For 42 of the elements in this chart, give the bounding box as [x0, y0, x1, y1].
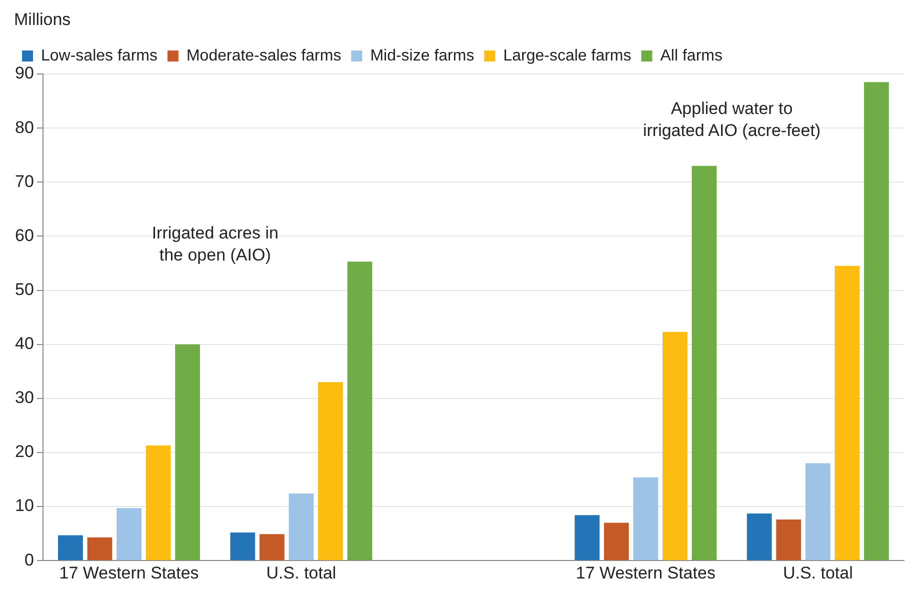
y-tick-label: 80	[14, 118, 34, 137]
y-tick-label: 20	[14, 442, 34, 462]
bar	[288, 494, 314, 560]
bar	[318, 382, 343, 560]
y-tick-label: 40	[14, 334, 34, 354]
bar	[87, 537, 112, 560]
x-tick-label: U.S. total	[266, 563, 336, 582]
y-tick-label: 0	[24, 550, 34, 570]
x-tick-label: 17 Western States	[576, 563, 716, 582]
bar	[805, 463, 830, 560]
legend-label: All farms	[660, 47, 722, 64]
y-tick-label: 50	[14, 280, 34, 299]
bar	[116, 508, 142, 560]
bar	[604, 522, 629, 560]
legend-label: Mid-size farms	[370, 47, 474, 64]
bar	[662, 332, 688, 560]
bar	[864, 82, 889, 560]
x-tick-label: 17 Western States	[59, 563, 199, 582]
y-tick-label: 10	[14, 496, 34, 516]
annotation: Applied water to irrigated AIO (acre-feet)	[642, 99, 821, 140]
legend-label: Low-sales farms	[41, 47, 158, 64]
bar	[746, 514, 772, 560]
bar	[58, 535, 83, 560]
y-tick-label: 70	[14, 172, 34, 191]
bar	[834, 266, 860, 560]
y-tick-label: 90	[14, 64, 34, 83]
bar	[347, 262, 372, 560]
bar	[260, 534, 284, 560]
y-tick-label: 30	[14, 388, 34, 408]
bar	[633, 477, 658, 560]
y-tick-label: 60	[14, 226, 34, 245]
bar	[175, 344, 200, 560]
bar	[146, 445, 171, 560]
legend-label: Large-scale farms	[503, 47, 632, 64]
bar	[776, 520, 802, 560]
bar	[574, 515, 600, 560]
legend-label: Moderate-sales farms	[186, 47, 342, 64]
bar	[692, 166, 717, 560]
annotation: Irrigated acres in the open (AIO)	[152, 224, 278, 265]
y-axis-title: Millions	[14, 10, 71, 30]
x-tick-label: U.S. total	[782, 563, 853, 582]
bar	[230, 532, 256, 560]
